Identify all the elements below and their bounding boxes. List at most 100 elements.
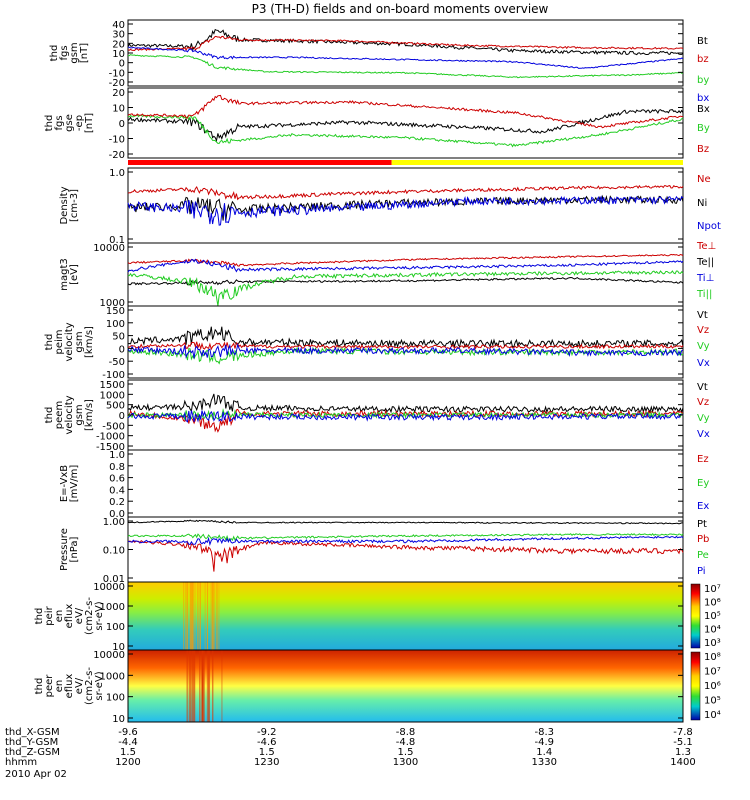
y-tick-label: 0 xyxy=(119,411,125,422)
series-line-pb xyxy=(127,539,684,572)
y-tick-label: 0.8 xyxy=(109,462,125,473)
y-axis-label: thd xyxy=(44,407,55,424)
x-axis-tick-label: -4.8 xyxy=(396,737,416,748)
y-tick-label: 10 xyxy=(112,714,125,725)
x-axis-row-label: hhmm xyxy=(5,757,37,768)
x-axis-tick-label: -9.2 xyxy=(257,727,277,738)
series-line-pi xyxy=(127,535,684,547)
y-axis-label: peir xyxy=(44,605,55,625)
series-line-ti xyxy=(127,258,684,273)
colorbar-tick-label: 10³ xyxy=(704,638,721,649)
y-axis-label: [cm-3] xyxy=(69,189,80,222)
legend-label: Vy xyxy=(697,341,710,352)
date-label: 2010 Apr 02 xyxy=(5,769,67,780)
x-axis-tick-label: -5.1 xyxy=(673,737,693,748)
y-tick-label: 1500 xyxy=(100,380,125,391)
panel-frame xyxy=(127,649,684,723)
y-tick-label: 50 xyxy=(112,332,125,343)
y-tick-label: -20 xyxy=(109,150,125,161)
y-axis-label: peem xyxy=(54,401,65,429)
y-axis-label: fgs xyxy=(54,115,65,130)
panel-frame xyxy=(127,516,684,583)
y-tick-label: 1000 xyxy=(100,298,125,309)
legend-label: Vx xyxy=(697,358,710,369)
y-tick-label: 100 xyxy=(106,693,125,704)
y-tick-label: 1.0 xyxy=(109,168,125,179)
legend-label: Vx xyxy=(697,429,710,440)
legend-label: Vz xyxy=(697,325,709,336)
x-axis-tick-label: 1300 xyxy=(393,757,418,768)
y-axis-label: gsm xyxy=(74,331,85,352)
y-axis-label: Density xyxy=(59,186,70,224)
y-tick-label: 30 xyxy=(112,30,125,41)
colorbar xyxy=(690,651,701,721)
panel-efield: Ez Ey Ex 1.00.80.60.40.20.0 E=-VxB [mV/m] xyxy=(59,449,709,520)
y-tick-label: 0.4 xyxy=(109,485,125,496)
y-axis-label: velocity xyxy=(64,322,75,361)
y-tick-label: 20 xyxy=(112,88,125,99)
legend-label: Pb xyxy=(697,534,709,545)
y-tick-label: 10000 xyxy=(93,243,125,254)
x-axis-tick-label: -8.3 xyxy=(534,727,554,738)
y-axis-label: thd xyxy=(34,678,45,695)
legend-label: Ti⊥ xyxy=(696,273,714,284)
y-axis-label: [nT] xyxy=(84,113,95,133)
series-line-by xyxy=(127,54,684,79)
y-tick-label: 100 xyxy=(106,622,125,633)
mode-bar xyxy=(128,160,683,165)
panel-frame xyxy=(127,87,684,159)
y-tick-label: 100 xyxy=(106,319,125,330)
series-line-ne xyxy=(127,184,684,201)
y-axis-label: peim xyxy=(54,329,65,354)
legend-label: By xyxy=(697,123,710,134)
x-axis-tick-label: 1.5 xyxy=(120,747,136,758)
y-tick-label: -500 xyxy=(102,421,125,432)
colorbar xyxy=(690,583,701,649)
colorbar-tick-label: 10⁶ xyxy=(704,681,721,692)
x-axis-tick-label: 1330 xyxy=(532,757,557,768)
legend-label: Npot xyxy=(697,221,721,232)
y-tick-label: 1000 xyxy=(100,602,125,613)
y-tick-label: 0 xyxy=(119,119,125,130)
series-line-pe xyxy=(127,533,684,542)
y-axis-label: eV/ xyxy=(74,677,85,694)
mode-bar-slow xyxy=(391,160,683,165)
y-tick-label: 0.0 xyxy=(109,509,125,520)
series-line-vy xyxy=(127,346,684,365)
legend-label: Ne xyxy=(697,174,711,185)
series-line-bt xyxy=(127,28,684,56)
x-axis-tick-label: 1200 xyxy=(115,757,140,768)
legend-label: Vt xyxy=(697,310,708,321)
x-axis-row-label: thd_Y-GSM xyxy=(5,737,58,748)
panel-frame xyxy=(127,449,684,518)
y-tick-label: 10000 xyxy=(93,650,125,661)
y-axis-label: [nT] xyxy=(79,43,90,63)
panel-frame xyxy=(127,242,684,307)
y-axis-label: [km/s] xyxy=(84,326,95,358)
panel-temperature: Te⊥ Te|| Ti⊥ Ti|| 10000 1000 magt3 [eV] xyxy=(59,241,716,309)
chart-title: P3 (TH-D) fields and on-board moments ov… xyxy=(252,2,549,16)
y-axis-label: (cm2-s- xyxy=(84,597,95,635)
y-axis-label: en xyxy=(54,610,65,623)
panel-frame xyxy=(127,19,684,87)
legend-label: Pt xyxy=(697,519,707,530)
y-tick-label: 0.01 xyxy=(103,574,125,585)
legend-label: Ez xyxy=(697,454,709,465)
series-line-bz xyxy=(127,94,684,129)
panel-fgs_gse: Bx By Bz 20 10 0 -10 -20 thd fgs gse -ep [nT] xyxy=(44,87,710,161)
heatmap-image xyxy=(128,582,683,650)
colorbar-tick-label: 10⁴ xyxy=(704,710,721,721)
y-axis-label: eV/ xyxy=(74,607,85,624)
series-line-vx xyxy=(127,342,684,359)
x-axis-row-label: thd_X-GSM xyxy=(5,727,60,738)
legend-label: Bz xyxy=(697,144,709,155)
series-line-vx xyxy=(127,410,684,423)
y-axis-label: thd xyxy=(49,45,60,62)
colorbar-tick-label: 10⁴ xyxy=(704,625,721,636)
y-axis-label: magt3 xyxy=(59,258,70,291)
y-axis-label: [nPa] xyxy=(69,536,80,562)
y-tick-label: 40 xyxy=(112,20,125,31)
panel-peir_eflux: 10⁷ 10⁶ 10⁵ 10⁴ 10³ 10000 1000 100 10 thd peir en ef… xyxy=(34,581,721,653)
